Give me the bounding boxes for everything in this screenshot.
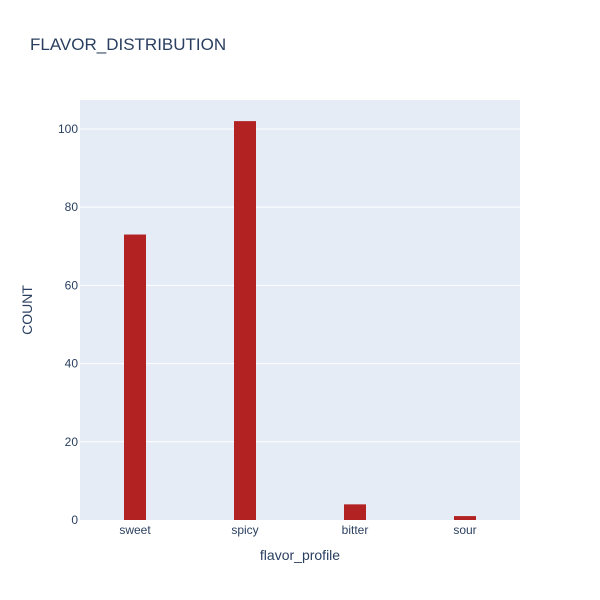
bar-bitter <box>344 504 366 520</box>
y-tick-label: 20 <box>65 435 79 449</box>
bars <box>124 121 476 521</box>
x-axis-title: flavor_profile <box>260 547 340 563</box>
chart-title: FLAVOR_DISTRIBUTION <box>30 35 226 54</box>
y-tick-label: 80 <box>65 200 79 214</box>
plot-area <box>80 100 520 520</box>
y-axis-ticks: 0 20 40 60 80 100 <box>58 122 78 527</box>
x-tick-label-bitter: bitter <box>342 523 369 537</box>
y-tick-label: 100 <box>58 122 78 136</box>
gridlines <box>80 128 520 443</box>
x-tick-label-spicy: spicy <box>231 523 258 537</box>
x-tick-label-sour: sour <box>453 523 476 537</box>
x-tick-label-sweet: sweet <box>119 523 151 537</box>
bar-spicy <box>234 121 256 521</box>
x-axis-ticks: sweet spicy bitter sour <box>119 523 476 537</box>
y-axis-title: COUNT <box>19 285 35 335</box>
y-tick-label: 60 <box>65 278 79 292</box>
y-tick-label: 40 <box>65 357 79 371</box>
bar-sour <box>454 516 476 520</box>
y-tick-label: 0 <box>71 513 78 527</box>
bar-sweet <box>124 234 146 520</box>
